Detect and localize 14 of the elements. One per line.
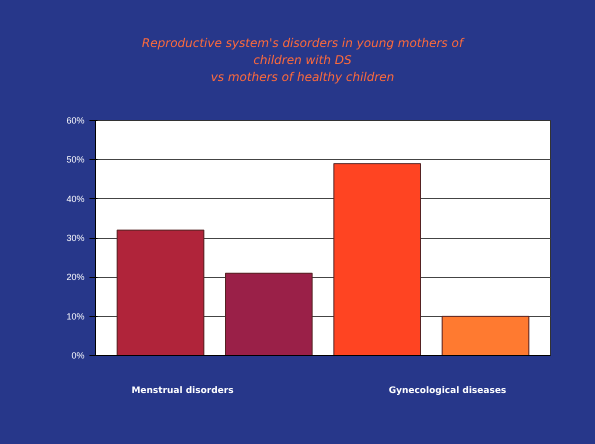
y-tick-label: 20% bbox=[66, 272, 84, 282]
bar bbox=[333, 163, 421, 356]
y-tick-label: 40% bbox=[66, 194, 84, 204]
y-tick-label: 0% bbox=[71, 350, 85, 360]
chart-title: Reproductive system's disorders in young mothers of children with DS vs mothers of healthy children bbox=[142, 35, 464, 86]
y-tick-label: 10% bbox=[66, 311, 84, 322]
y-tick-label: 30% bbox=[66, 233, 84, 243]
text: Gynecological diseases bbox=[388, 385, 506, 398]
bar bbox=[442, 316, 530, 356]
text: Menstrual disorders bbox=[131, 385, 234, 398]
bar bbox=[116, 230, 204, 356]
y-tick-label: 60% bbox=[66, 116, 84, 126]
y-tick-label: 50% bbox=[66, 154, 84, 165]
bar bbox=[225, 272, 313, 356]
